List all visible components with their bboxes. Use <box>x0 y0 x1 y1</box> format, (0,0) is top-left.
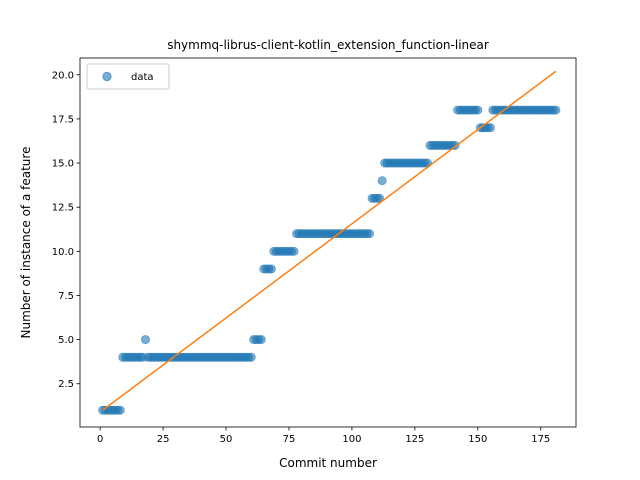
data-point <box>246 352 256 362</box>
data-point <box>266 264 276 274</box>
x-tick-label: 50 <box>220 434 233 445</box>
legend-marker <box>102 71 112 82</box>
plot-area <box>98 70 561 415</box>
legend-label: data <box>131 72 154 83</box>
x-tick-label: 175 <box>531 434 550 445</box>
x-tick-label: 150 <box>468 434 487 445</box>
y-axis-label: Number of instance of a feature <box>19 147 33 339</box>
fit-line <box>102 70 557 411</box>
y-tick-label: 17.5 <box>52 114 74 125</box>
y-tick-label: 5.0 <box>58 335 74 346</box>
data-point <box>140 335 150 345</box>
axes: 0 25 50 75 100 125 150 175 2.5 5.0 7.5 10.0 12.5 15.0… <box>52 57 577 445</box>
chart-title: shymmq-librus-client-kotlin_extension_fu… <box>167 38 489 52</box>
x-tick-label: 125 <box>405 434 424 445</box>
data-point <box>256 335 266 345</box>
y-tick-label: 2.5 <box>58 379 74 390</box>
x-tick-label: 0 <box>97 434 103 445</box>
y-tick-label: 15.0 <box>52 159 74 170</box>
data-point <box>365 229 375 239</box>
y-tick-label: 10.0 <box>52 247 74 258</box>
data-point <box>289 246 299 256</box>
legend: data <box>86 63 170 90</box>
data-point <box>485 123 495 133</box>
x-tick-label: 100 <box>342 434 361 445</box>
y-tick-label: 7.5 <box>58 291 74 302</box>
axes-frame <box>79 57 577 428</box>
data-point <box>551 105 561 115</box>
x-axis-label: Commit number <box>279 456 377 470</box>
data-point <box>115 405 125 415</box>
x-tick-label: 75 <box>283 434 296 445</box>
data-point <box>473 105 483 115</box>
x-tick-label: 25 <box>157 434 170 445</box>
y-tick-label: 20.0 <box>52 70 74 81</box>
y-tick-label: 12.5 <box>52 203 74 214</box>
data-point <box>377 176 387 186</box>
legend-box <box>86 63 170 90</box>
